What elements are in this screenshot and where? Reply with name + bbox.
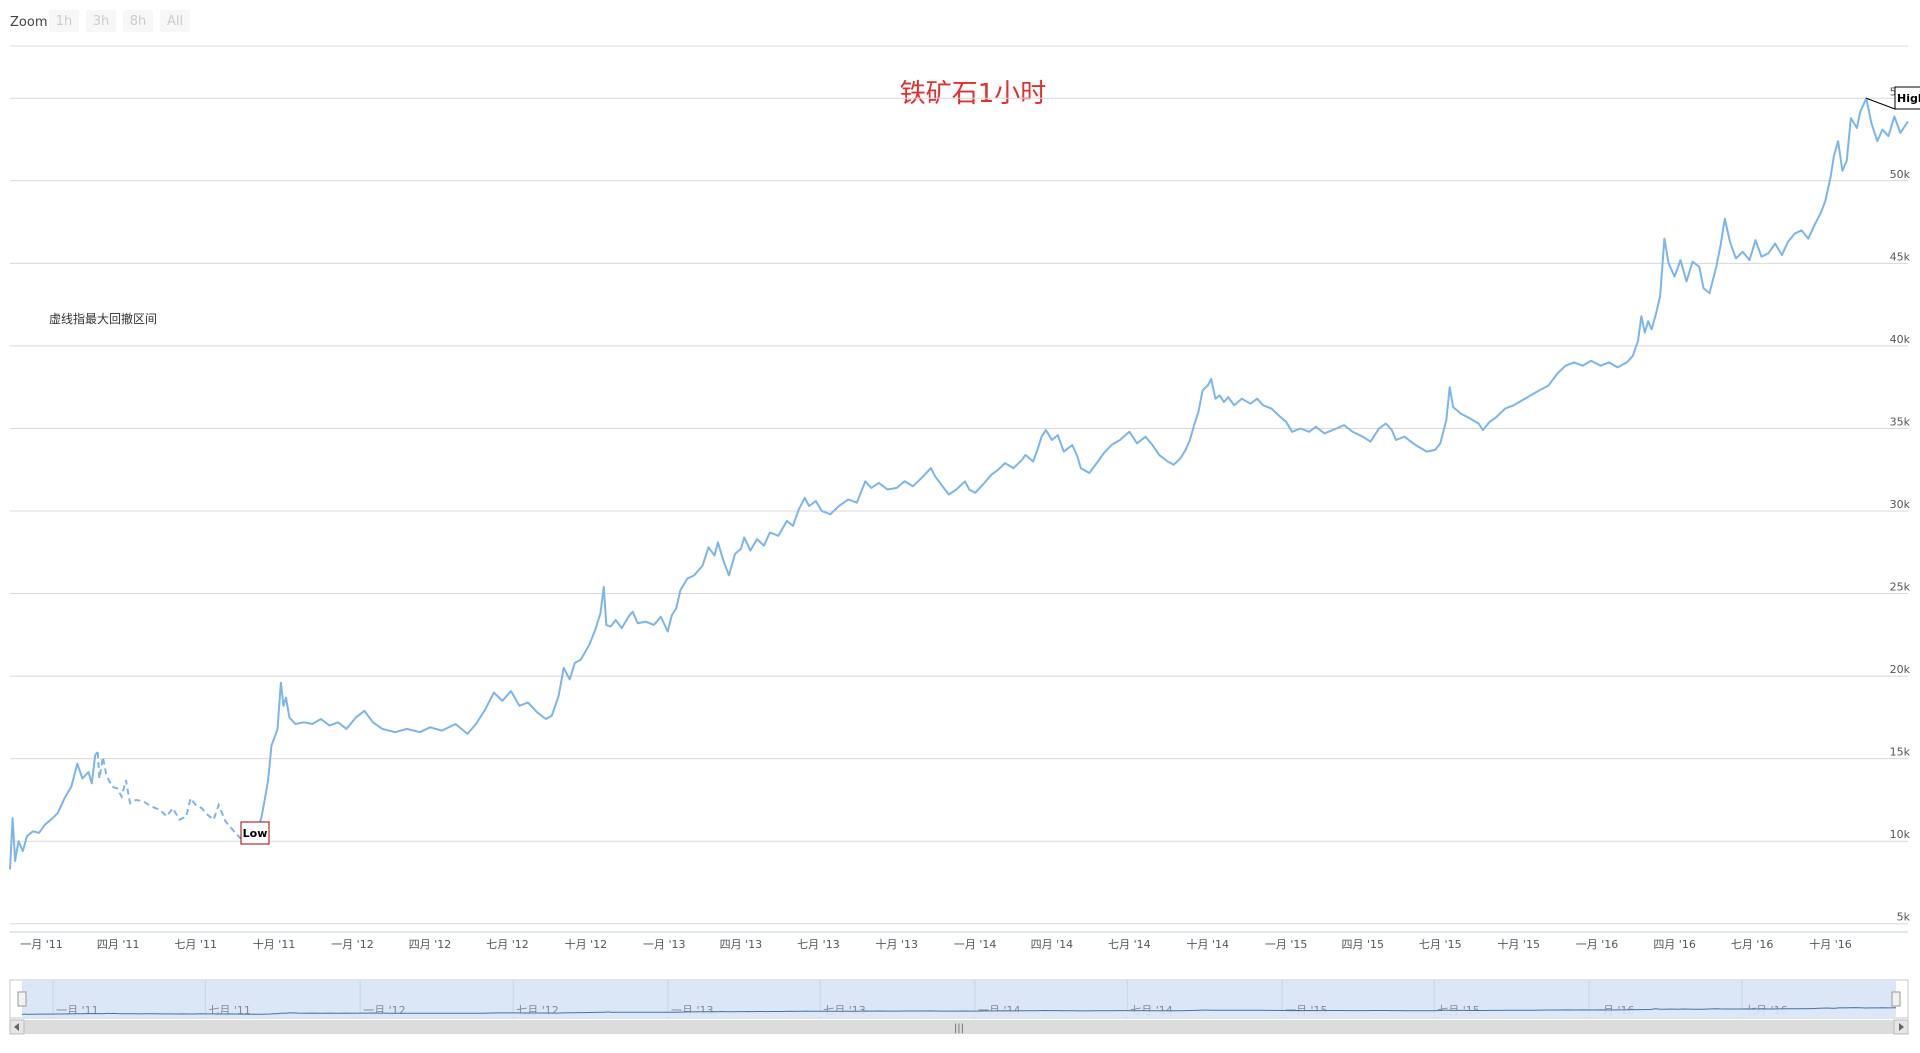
- x-tick-label: 十月 '13: [876, 937, 919, 951]
- x-tick-label: 七月 '13: [797, 938, 840, 951]
- zoom-3h-label: 3h: [93, 14, 110, 29]
- y-tick-label: 20k: [1890, 663, 1911, 676]
- zoom-8h-button[interactable]: 8h: [123, 10, 153, 32]
- zoom-1h-label: 1h: [56, 14, 73, 29]
- x-tick-label: 四月 '14: [1031, 938, 1074, 951]
- x-tick-label: 四月 '12: [409, 938, 452, 951]
- scrollbar-right-arrow[interactable]: [1893, 1019, 1909, 1035]
- x-tick-label: 一月 '15: [1265, 938, 1308, 951]
- zoom-1h-button[interactable]: 1h: [49, 10, 79, 32]
- x-tick-label: 一月 '16: [1576, 938, 1619, 951]
- y-tick-label: 35k: [1890, 415, 1911, 428]
- arrow-right-icon: [1899, 1023, 1904, 1031]
- zoom-all-button[interactable]: All: [160, 10, 190, 32]
- x-tick-label: 一月 '11: [20, 938, 63, 951]
- y-tick-label: 45k: [1890, 250, 1911, 263]
- range-selector: Zoom 1h 3h 8h All: [10, 10, 1908, 47]
- y-axis-labels: 5k10k15k20k25k30k35k40k45k50k55k: [1890, 85, 1911, 923]
- navigator[interactable]: 一月 '11 七月 '11 一月 '12 七月 '12 一月 '13 七月 '13 一月 '…: [9, 979, 1909, 1019]
- series-line-main: [246, 97, 1909, 844]
- scrollbar-left-arrow[interactable]: [9, 1019, 25, 1035]
- x-tick-label: 十月 '12: [565, 937, 608, 951]
- series-line-rise: [9, 751, 99, 870]
- x-tick-label: 十月 '14: [1186, 937, 1229, 951]
- x-tick-label: 四月 '16: [1653, 938, 1696, 951]
- y-tick-label: 25k: [1890, 581, 1911, 594]
- x-tick-label: 十月 '15: [1497, 937, 1540, 951]
- y-tick-label: 15k: [1890, 746, 1911, 759]
- x-tick-label: 一月 '12: [331, 938, 374, 951]
- y-tick-label: 5k: [1897, 911, 1911, 924]
- y-tick-label: 30k: [1890, 498, 1911, 511]
- high-flag-stem: [1866, 97, 1896, 110]
- x-tick-label: 七月 '14: [1108, 938, 1151, 951]
- x-tick-label: 七月 '11: [174, 938, 217, 951]
- navigator-right-handle[interactable]: [1891, 991, 1901, 1007]
- navigator-series: [21, 1007, 1897, 1017]
- y-tick-label: 40k: [1890, 333, 1911, 346]
- zoom-8h-label: 8h: [130, 14, 147, 29]
- scrollbar-thumb[interactable]: [24, 1020, 1894, 1034]
- x-tick-label: 七月 '12: [486, 938, 529, 951]
- chart-title: 铁矿石1小时: [900, 79, 1047, 109]
- grid-lines: [10, 97, 1908, 925]
- y-tick-label: 10k: [1890, 828, 1911, 841]
- x-tick-label: 十月 '11: [253, 937, 296, 951]
- series-line-drawdown: [96, 751, 248, 844]
- x-axis-labels: 一月 '11 四月 '11 七月 '11 十月 '11 一月 '12 四月 '12 七月 '…: [10, 931, 1908, 951]
- x-tick-label: 四月 '15: [1342, 938, 1385, 951]
- x-tick-label: 七月 '16: [1731, 938, 1774, 951]
- navigator-left-handle[interactable]: [17, 991, 27, 1007]
- scrollbar[interactable]: |||: [9, 1019, 1909, 1035]
- arrow-left-icon: [14, 1023, 19, 1031]
- low-flag-label: Low: [243, 827, 268, 840]
- price-series: [9, 97, 1909, 870]
- zoom-3h-button[interactable]: 3h: [86, 10, 116, 32]
- x-tick-label: 四月 '11: [97, 938, 140, 951]
- zoom-all-label: All: [167, 14, 183, 29]
- x-tick-label: 一月 '13: [643, 938, 686, 951]
- x-tick-label: 四月 '13: [720, 938, 763, 951]
- high-flag[interactable]: High: [1894, 86, 1920, 110]
- y-tick-label: 50k: [1890, 168, 1911, 181]
- drawdown-note: 虚线指最大回撤区间: [49, 311, 157, 326]
- x-tick-label: 七月 '15: [1419, 938, 1462, 951]
- low-flag[interactable]: Low: [240, 821, 270, 845]
- high-flag-box: [1894, 86, 1920, 110]
- scrollbar-grip-icon: |||: [954, 1023, 964, 1034]
- navigator-area: [22, 1007, 1896, 1017]
- high-flag-label: High: [1897, 92, 1920, 105]
- zoom-label: Zoom: [10, 15, 47, 30]
- x-tick-label: 一月 '14: [954, 938, 997, 951]
- navigator-line: [21, 1007, 1897, 1015]
- low-flag-box: [240, 821, 270, 845]
- x-tick-label: 十月 '16: [1809, 937, 1852, 951]
